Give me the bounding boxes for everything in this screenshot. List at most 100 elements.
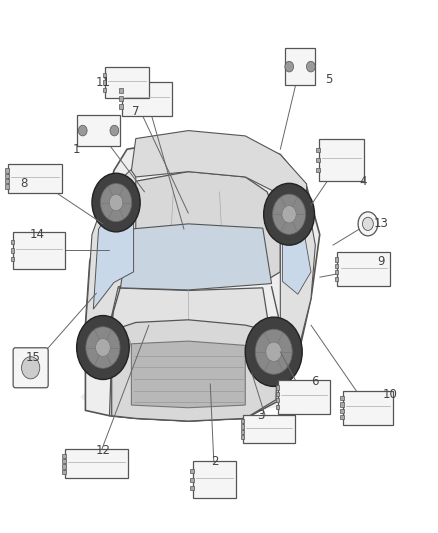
Text: 15: 15 (25, 351, 40, 364)
Ellipse shape (254, 337, 280, 358)
Text: 7: 7 (132, 106, 140, 118)
Circle shape (92, 173, 140, 232)
Bar (240, 419, 244, 423)
FancyBboxPatch shape (65, 449, 128, 478)
FancyBboxPatch shape (122, 82, 172, 116)
Bar (5, 168, 9, 173)
Ellipse shape (106, 334, 131, 354)
Polygon shape (283, 227, 311, 294)
FancyBboxPatch shape (13, 348, 48, 388)
Bar (276, 398, 279, 402)
Circle shape (358, 212, 378, 236)
Bar (316, 158, 320, 162)
Polygon shape (131, 341, 245, 408)
Bar (340, 415, 344, 419)
Bar (335, 264, 338, 268)
Bar (335, 270, 338, 274)
Bar (340, 396, 344, 400)
Bar (119, 96, 123, 101)
Bar (316, 148, 320, 152)
FancyBboxPatch shape (77, 115, 120, 146)
Bar (340, 409, 344, 413)
Bar (119, 104, 123, 109)
Bar (190, 486, 194, 490)
Circle shape (77, 316, 129, 379)
Circle shape (266, 342, 282, 361)
Circle shape (363, 217, 373, 230)
Circle shape (272, 194, 306, 235)
Circle shape (78, 125, 87, 136)
Circle shape (95, 338, 110, 357)
Bar (62, 464, 66, 469)
Circle shape (285, 61, 293, 72)
Circle shape (245, 317, 302, 386)
Circle shape (264, 183, 314, 245)
Bar (5, 174, 9, 178)
Polygon shape (93, 203, 134, 309)
Bar (62, 454, 66, 458)
Bar (240, 435, 244, 439)
Bar (102, 73, 106, 77)
Ellipse shape (81, 383, 309, 411)
Bar (102, 88, 106, 92)
FancyBboxPatch shape (337, 252, 390, 286)
Circle shape (255, 329, 292, 374)
Bar (240, 430, 244, 434)
FancyBboxPatch shape (193, 461, 237, 498)
Text: 14: 14 (30, 228, 45, 241)
Polygon shape (120, 224, 272, 290)
Bar (335, 277, 338, 281)
Bar (119, 88, 123, 93)
Text: 1: 1 (73, 143, 81, 156)
Polygon shape (280, 181, 315, 352)
Circle shape (307, 61, 315, 72)
Circle shape (110, 125, 119, 136)
Bar (240, 424, 244, 429)
Text: 5: 5 (325, 74, 332, 86)
Circle shape (282, 206, 296, 223)
Bar (340, 402, 344, 407)
Bar (5, 179, 9, 183)
FancyBboxPatch shape (279, 380, 330, 414)
Polygon shape (131, 131, 307, 208)
Text: 9: 9 (377, 255, 385, 268)
FancyBboxPatch shape (8, 164, 62, 193)
Text: 12: 12 (95, 444, 110, 457)
FancyBboxPatch shape (343, 391, 393, 425)
Text: 11: 11 (95, 76, 110, 89)
Text: 10: 10 (382, 388, 397, 401)
Circle shape (86, 327, 120, 368)
Bar (335, 257, 338, 262)
Circle shape (21, 357, 40, 379)
Circle shape (110, 195, 123, 211)
Text: 2: 2 (211, 455, 219, 467)
Bar (11, 248, 14, 253)
Bar (276, 392, 279, 396)
Bar (62, 459, 66, 463)
Bar (316, 168, 320, 172)
Text: 8: 8 (21, 177, 28, 190)
Bar (62, 470, 66, 474)
Polygon shape (85, 139, 320, 421)
Text: 3: 3 (257, 409, 264, 422)
FancyBboxPatch shape (244, 415, 295, 443)
Bar (190, 469, 194, 473)
Text: 6: 6 (311, 375, 319, 387)
Bar (5, 184, 9, 189)
Text: 4: 4 (360, 175, 367, 188)
FancyBboxPatch shape (13, 232, 65, 269)
FancyBboxPatch shape (285, 49, 315, 85)
Polygon shape (112, 320, 278, 421)
Text: 13: 13 (374, 217, 389, 230)
Bar (102, 80, 106, 85)
Polygon shape (85, 165, 136, 330)
Polygon shape (110, 288, 280, 421)
Bar (11, 257, 14, 261)
Bar (276, 385, 279, 390)
Bar (11, 240, 14, 244)
Polygon shape (114, 172, 280, 287)
Bar (190, 478, 194, 482)
Circle shape (100, 183, 132, 222)
FancyBboxPatch shape (319, 139, 364, 181)
Bar (276, 405, 279, 409)
